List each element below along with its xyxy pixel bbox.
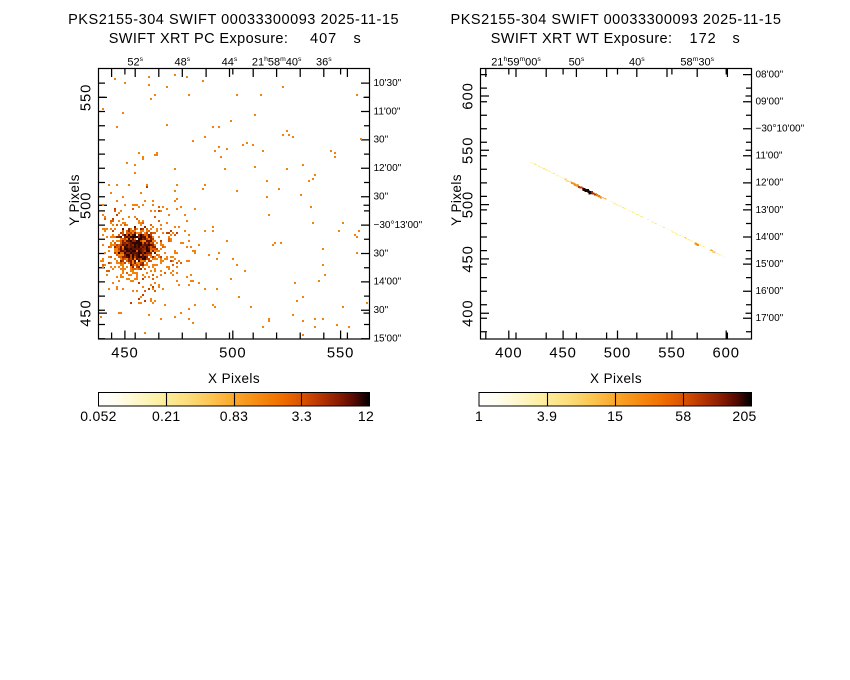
svg-text:400: 400 xyxy=(495,345,522,361)
svg-text:30": 30" xyxy=(374,192,389,203)
svg-text:550: 550 xyxy=(327,345,354,361)
svg-text:50s: 50s xyxy=(569,56,585,68)
svg-text:17'00": 17'00" xyxy=(756,313,784,324)
svg-text:58m30s: 58m30s xyxy=(680,56,714,68)
svg-text:12: 12 xyxy=(358,408,374,424)
svg-text:450: 450 xyxy=(111,345,138,361)
svg-text:14'00": 14'00" xyxy=(756,232,784,243)
svg-text:450: 450 xyxy=(79,299,95,326)
svg-text:3.9: 3.9 xyxy=(537,408,557,424)
svg-text:0.21: 0.21 xyxy=(152,408,180,424)
svg-text:0.052: 0.052 xyxy=(80,408,117,424)
svg-text:SWIFT XRT PC Exposure:: SWIFT XRT PC Exposure: xyxy=(109,31,289,47)
svg-text:450: 450 xyxy=(461,245,477,272)
svg-text:−30°13'00": −30°13'00" xyxy=(374,220,423,231)
svg-text:30": 30" xyxy=(374,135,389,146)
svg-text:s: s xyxy=(733,31,740,47)
svg-text:550: 550 xyxy=(658,345,685,361)
svg-text:450: 450 xyxy=(549,345,576,361)
svg-text:Y Pixels: Y Pixels xyxy=(449,174,464,226)
svg-text:X Pixels: X Pixels xyxy=(208,371,260,386)
svg-text:11'00": 11'00" xyxy=(756,151,783,162)
svg-text:Y Pixels: Y Pixels xyxy=(67,174,82,226)
svg-text:205: 205 xyxy=(732,408,756,424)
svg-text:21h58m40s: 21h58m40s xyxy=(252,56,302,68)
svg-text:10'30": 10'30" xyxy=(374,78,402,89)
svg-text:PKS2155-304 SWIFT 00033300093: PKS2155-304 SWIFT 00033300093 2025-11-15 xyxy=(68,12,399,28)
svg-text:1: 1 xyxy=(475,408,483,424)
svg-text:12'00": 12'00" xyxy=(756,178,784,189)
svg-text:52s: 52s xyxy=(127,56,143,68)
svg-text:40s: 40s xyxy=(629,56,645,68)
svg-text:3.3: 3.3 xyxy=(292,408,312,424)
svg-text:550: 550 xyxy=(461,137,477,164)
svg-text:12'00": 12'00" xyxy=(374,163,402,174)
svg-text:500: 500 xyxy=(604,345,631,361)
svg-text:550: 550 xyxy=(79,84,95,111)
svg-text:s: s xyxy=(354,31,361,47)
svg-text:X Pixels: X Pixels xyxy=(590,371,642,386)
svg-text:14'00": 14'00" xyxy=(374,277,402,288)
svg-text:58: 58 xyxy=(675,408,691,424)
svg-text:500: 500 xyxy=(79,192,95,219)
svg-text:36s: 36s xyxy=(316,56,332,68)
svg-text:09'00": 09'00" xyxy=(756,97,784,108)
svg-text:500: 500 xyxy=(461,191,477,218)
svg-text:11'00": 11'00" xyxy=(374,106,401,117)
svg-text:0.83: 0.83 xyxy=(220,408,248,424)
svg-text:30": 30" xyxy=(374,305,389,316)
svg-text:600: 600 xyxy=(461,82,477,109)
svg-text:600: 600 xyxy=(713,345,740,361)
svg-text:PKS2155-304 SWIFT 00033300093: PKS2155-304 SWIFT 00033300093 2025-11-15 xyxy=(450,12,781,28)
svg-text:172: 172 xyxy=(690,31,717,47)
svg-text:44s: 44s xyxy=(222,56,238,68)
svg-text:48s: 48s xyxy=(175,56,191,68)
svg-text:SWIFT XRT WT Exposure:: SWIFT XRT WT Exposure: xyxy=(491,31,673,47)
svg-text:13'00": 13'00" xyxy=(756,205,784,216)
svg-text:16'00": 16'00" xyxy=(756,286,784,297)
svg-text:−30°10'00": −30°10'00" xyxy=(756,124,805,135)
svg-text:15: 15 xyxy=(607,408,623,424)
svg-text:500: 500 xyxy=(219,345,246,361)
svg-text:407: 407 xyxy=(310,31,337,47)
svg-text:15'00": 15'00" xyxy=(374,334,402,345)
svg-text:30": 30" xyxy=(374,248,389,259)
svg-text:400: 400 xyxy=(461,300,477,327)
svg-text:15'00": 15'00" xyxy=(756,259,784,270)
svg-text:21h59m00s: 21h59m00s xyxy=(491,56,541,68)
svg-text:08'00": 08'00" xyxy=(756,69,784,80)
